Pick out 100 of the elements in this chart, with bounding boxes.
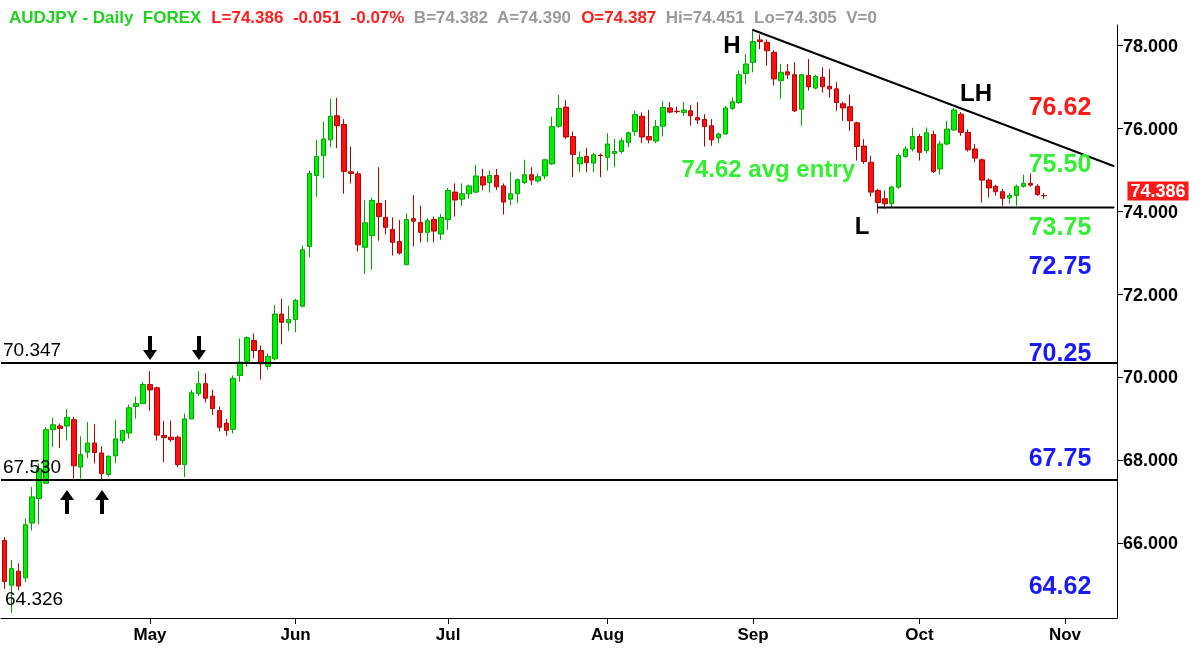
candlestick — [522, 159, 527, 185]
candlestick — [376, 166, 382, 242]
candlestick — [203, 372, 208, 403]
candlestick — [411, 194, 416, 247]
candlestick — [515, 177, 520, 204]
candlestick — [307, 170, 312, 258]
candlestick — [425, 217, 430, 243]
annotation: LH — [960, 78, 992, 106]
candlestick — [619, 137, 624, 155]
candlestick — [300, 245, 305, 308]
candlestick — [709, 118, 714, 147]
candlestick — [917, 133, 922, 162]
candlestick — [1000, 188, 1005, 207]
candlestick — [23, 517, 28, 583]
annotation: 67.75 — [1028, 443, 1092, 471]
candlestick — [1021, 174, 1026, 189]
text: 74.386 — [1130, 181, 1186, 201]
candlestick — [813, 74, 818, 90]
chart-title: AUDJPY - Daily FOREX — [9, 8, 203, 27]
candlestick — [321, 121, 326, 179]
y-tick-label: 72.000 — [1123, 284, 1179, 305]
candlestick — [612, 138, 617, 168]
candlestick — [314, 139, 319, 198]
annotation: 64.62 — [1028, 571, 1092, 599]
candlestick — [487, 170, 492, 194]
annotation: 70.25 — [1028, 338, 1092, 366]
candlestick — [480, 168, 486, 191]
x-tick-label: Sep — [737, 625, 769, 644]
candlestick — [896, 153, 901, 190]
candlestick — [834, 81, 839, 112]
candlestick — [210, 389, 215, 416]
candlestick — [910, 127, 915, 152]
candlestick — [404, 212, 409, 266]
candlestick — [113, 419, 118, 464]
candlestick — [889, 185, 894, 208]
candlestick — [771, 49, 777, 87]
candlestick — [508, 171, 513, 206]
annotation: L — [854, 211, 870, 239]
y-tick-label: 76.000 — [1123, 118, 1179, 139]
ref-line-label: 70.347 — [3, 338, 62, 360]
y-tick-label: 66.000 — [1123, 533, 1179, 554]
candlestick — [2, 536, 7, 590]
candlestick — [390, 216, 395, 257]
candlestick — [723, 105, 728, 135]
candlestick — [224, 418, 229, 437]
x-tick-label: Nov — [1048, 625, 1082, 644]
candlestick — [182, 413, 187, 478]
candlestick — [681, 101, 687, 117]
candlestick — [924, 126, 929, 155]
candlestick — [99, 445, 104, 482]
candlestick — [431, 216, 437, 243]
candlestick — [57, 423, 63, 449]
candlestick — [230, 374, 236, 434]
x-tick-label: May — [133, 625, 168, 644]
annotation: 73.75 — [1028, 212, 1092, 240]
candlestick — [85, 421, 90, 459]
candlestick — [1007, 192, 1012, 205]
candlestick — [328, 98, 333, 148]
candlestick — [785, 63, 790, 80]
annotation: 75.50 — [1028, 149, 1092, 177]
candlestick — [598, 153, 603, 178]
candlestick — [1035, 183, 1040, 197]
candlestick — [584, 147, 589, 173]
candlestick — [632, 110, 638, 137]
candlestick — [279, 298, 284, 345]
candlestick — [286, 305, 291, 332]
candlestick — [71, 416, 77, 480]
x-tick-label: Oct — [905, 625, 934, 644]
candlestick — [418, 205, 423, 243]
candlestick — [196, 370, 201, 397]
candlestick — [397, 219, 402, 256]
y-tick-label: 78.000 — [1123, 35, 1179, 56]
annotation: 72.75 — [1028, 251, 1092, 279]
candlestick — [452, 182, 458, 218]
candlestick — [529, 166, 534, 186]
candlestick — [383, 199, 388, 235]
candlestick — [799, 73, 804, 127]
candlestick — [792, 61, 797, 113]
candlestick — [92, 423, 97, 464]
candlestick — [293, 298, 298, 333]
candlestick — [16, 562, 21, 591]
text: L=74.386 -0.051 -0.07% B=74.382 A=74.390 O=74.387 Hi=74.451 Lo=74.305 V=0 — [211, 8, 877, 27]
candlestick — [716, 131, 721, 144]
candlestick — [1041, 192, 1047, 200]
candlestick — [577, 150, 583, 173]
candlestick — [1028, 172, 1033, 188]
candlestick — [702, 113, 707, 147]
candlestick — [688, 104, 693, 127]
annotation: 76.62 — [1028, 92, 1092, 120]
annotation: 74.62 avg entry — [681, 154, 856, 182]
candlestick — [494, 168, 499, 191]
candlestick — [903, 146, 908, 159]
candlestick — [217, 406, 222, 432]
candlestick — [750, 29, 756, 73]
candlestick — [591, 152, 596, 173]
x-tick-label: Jun — [280, 625, 311, 644]
candlestick — [1014, 184, 1019, 207]
candlestick — [626, 131, 631, 148]
candlestick — [764, 39, 770, 67]
candlestick — [64, 408, 70, 442]
